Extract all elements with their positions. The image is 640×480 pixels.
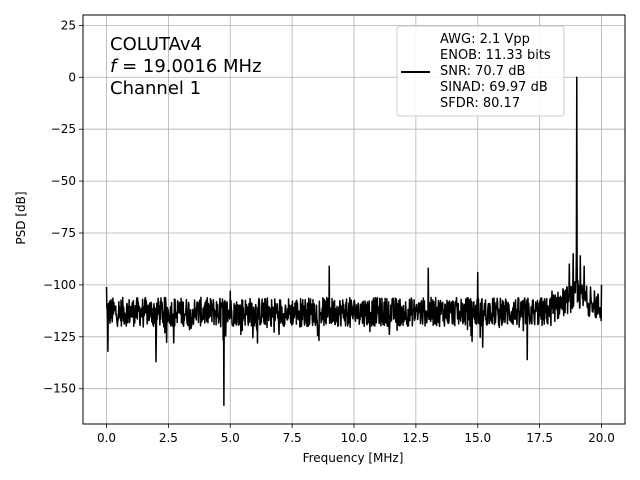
y-tick-label: −50 <box>51 174 76 188</box>
x-tick-label: 5.0 <box>221 431 240 445</box>
annotation-device: COLUTAv4 <box>110 34 202 55</box>
x-tick-label: 0.0 <box>97 431 116 445</box>
x-tick-label: 15.0 <box>464 431 491 445</box>
annotation-frequency: f = 19.0016 MHz <box>110 56 262 77</box>
legend-entry-awg: AWG: 2.1 Vpp <box>440 32 530 47</box>
legend-entry-sinad: SINAD: 69.97 dB <box>440 80 548 95</box>
legend-box <box>396 25 565 117</box>
legend-entry-enob: ENOB: 11.33 bits <box>440 48 551 63</box>
y-tick-label: 0 <box>68 70 76 84</box>
annotation-block: COLUTAv4 f = 19.0016 MHz Channel 1 <box>110 34 262 99</box>
y-tick-label: −25 <box>51 122 76 136</box>
annotation-frequency-symbol: f <box>110 56 119 77</box>
y-tick-label: −150 <box>43 382 76 396</box>
x-tick-label: 20.0 <box>588 431 615 445</box>
annotation-channel: Channel 1 <box>110 78 201 99</box>
legend-entry-sfdr: SFDR: 80.17 <box>440 96 520 111</box>
legend-entry-snr: SNR: 70.7 dB <box>440 64 525 79</box>
psd-line <box>105 76 603 407</box>
y-axis-ticks: 25 0 −25 −50 −75 −100 −125 −150 <box>43 18 83 396</box>
y-tick-label: 25 <box>61 18 76 32</box>
x-axis-ticks: 0.0 2.5 5.0 7.5 10.0 12.5 15.0 17.5 20.0 <box>97 424 615 445</box>
x-tick-label: 2.5 <box>159 431 178 445</box>
y-tick-label: −125 <box>43 330 76 344</box>
x-tick-label: 12.5 <box>403 431 430 445</box>
y-tick-label: −100 <box>43 278 76 292</box>
x-axis-label: Frequency [MHz] <box>303 451 404 465</box>
y-axis-label: PSD [dB] <box>14 191 28 244</box>
annotation-frequency-value: = 19.0016 MHz <box>116 56 261 77</box>
psd-series <box>105 76 603 407</box>
x-tick-label: 17.5 <box>526 431 553 445</box>
x-tick-label: 7.5 <box>283 431 302 445</box>
x-tick-label: 10.0 <box>341 431 368 445</box>
legend: AWG: 2.1 Vpp ENOB: 11.33 bits SNR: 70.7 … <box>396 25 565 117</box>
y-tick-label: −75 <box>51 226 76 240</box>
